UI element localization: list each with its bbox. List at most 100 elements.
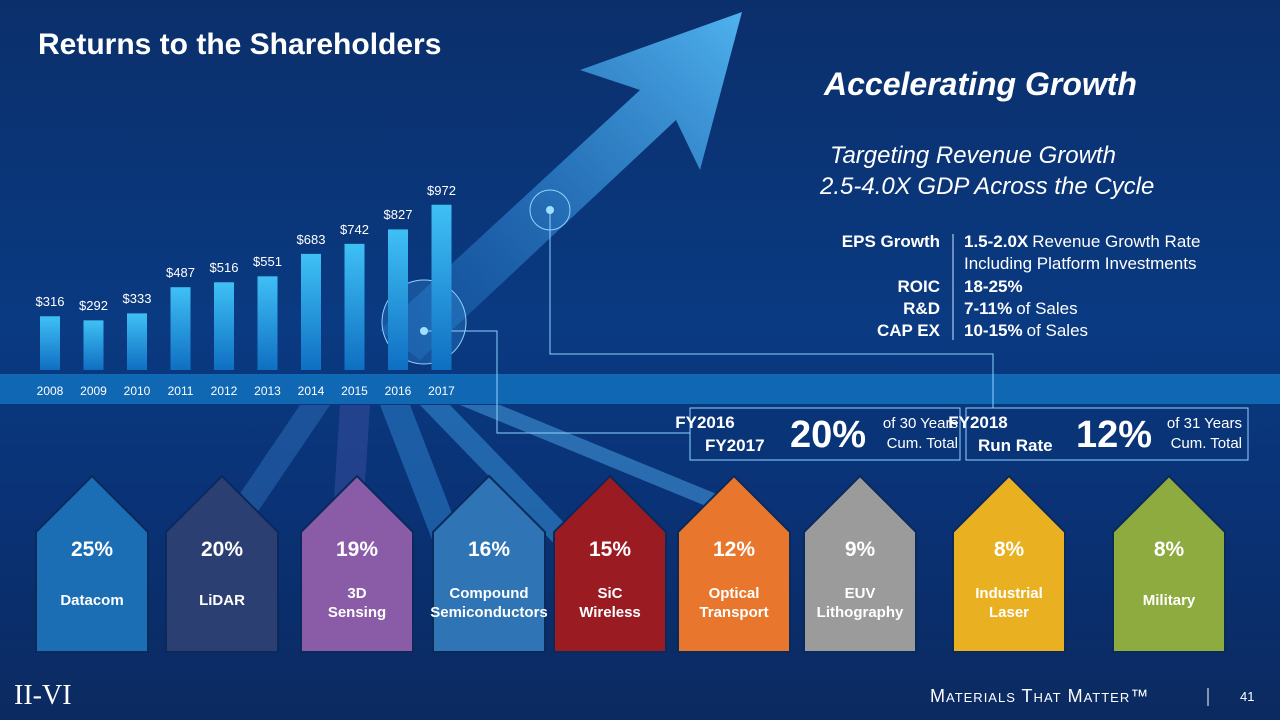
stat-box xyxy=(689,407,961,461)
metric-label: CAP EX xyxy=(877,321,940,340)
segment-name: Datacom xyxy=(60,592,124,609)
segment-percent: 16% xyxy=(467,538,511,561)
stat-note: Cum. Total xyxy=(886,435,958,452)
x-tick-label: 2015 xyxy=(341,384,368,398)
x-tick-label: 2012 xyxy=(210,384,238,398)
segment-name: Lithography xyxy=(816,604,904,621)
period: FY2016 xyxy=(675,413,735,432)
segment-name: Sensing xyxy=(327,604,387,621)
slide-title: Returns to the Shareholders xyxy=(38,28,442,61)
period: FY2018 xyxy=(948,413,1008,432)
segment-shape xyxy=(803,474,917,653)
bar xyxy=(127,313,147,370)
segment-shape xyxy=(35,474,149,653)
stat-box xyxy=(965,407,1249,461)
metric-value: 18-25% xyxy=(964,277,1023,296)
x-tick-label: 2013 xyxy=(254,384,281,398)
stat-note: Cum. Total xyxy=(1170,435,1242,452)
stat-note: of 31 Years xyxy=(1166,415,1242,432)
segment-shape xyxy=(553,474,667,653)
x-tick-label: 2014 xyxy=(297,384,325,398)
metric-text: of Sales xyxy=(1016,299,1078,318)
segment-percent: 25% xyxy=(70,538,114,561)
segment-name: Compound xyxy=(449,585,529,602)
value-label: $516 xyxy=(209,260,239,276)
marker-dot xyxy=(420,327,428,335)
tagline: Materials That Matter™ xyxy=(930,686,1150,706)
x-tick-label: 2009 xyxy=(80,384,107,398)
stat-value: 20% xyxy=(790,414,867,456)
bar xyxy=(344,243,365,370)
segment-shape xyxy=(300,474,414,653)
metric-label: R&D xyxy=(903,299,940,318)
value-label: $292 xyxy=(79,298,108,314)
bar xyxy=(83,320,104,370)
x-tick-label: 2017 xyxy=(428,384,455,398)
segment-shape xyxy=(432,474,546,653)
metric-label: EPS Growth xyxy=(841,232,940,251)
segment-name: Industrial xyxy=(975,585,1043,602)
subheading: 2.5-4.0X GDP Across the Cycle xyxy=(820,173,1155,200)
metric-text: of Sales xyxy=(1026,321,1089,340)
metric-value: 7-11% xyxy=(964,299,1013,318)
period: FY2017 xyxy=(705,436,765,455)
connector xyxy=(549,214,994,408)
segment-percent: 12% xyxy=(712,538,756,561)
bar xyxy=(431,204,452,370)
segment-shape xyxy=(952,474,1066,653)
segment-name: EUV xyxy=(844,585,876,602)
segment-name: SiC xyxy=(597,585,623,602)
band xyxy=(0,374,1280,404)
segment-shape xyxy=(677,474,791,653)
value-label: $487 xyxy=(166,265,195,281)
connector xyxy=(428,330,690,434)
segment-name: Laser xyxy=(988,604,1030,621)
value-label: $972 xyxy=(427,182,456,198)
segment-name: Wireless xyxy=(579,604,641,621)
segment-shape xyxy=(165,474,279,653)
segment-name: LiDAR xyxy=(199,592,245,609)
value-label: $551 xyxy=(253,254,282,270)
metric-label: ROIC xyxy=(897,277,941,296)
segment-shape xyxy=(1112,474,1226,653)
metric-note: Including Platform Investments xyxy=(964,254,1197,273)
stat-note: of 30 Years xyxy=(882,415,958,432)
metric-text: Revenue Growth Rate xyxy=(1032,232,1201,251)
bar xyxy=(40,316,60,370)
segment-name: Optical xyxy=(708,585,760,602)
x-tick-label: 2010 xyxy=(123,384,151,398)
subheading: Targeting Revenue Growth xyxy=(830,142,1116,169)
x-tick-label: 2008 xyxy=(36,384,64,398)
logo: II-VI xyxy=(14,680,72,711)
page-number: 41 xyxy=(1240,689,1255,704)
segment-name: Semiconductors xyxy=(430,604,548,621)
metric-value: 10-15% xyxy=(964,321,1023,340)
segment-percent: 15% xyxy=(588,538,632,561)
value-label: $742 xyxy=(340,221,369,237)
period: Run Rate xyxy=(978,436,1053,455)
value-label: $827 xyxy=(383,207,413,223)
value-label: $683 xyxy=(296,231,326,247)
segment-percent: 8% xyxy=(993,538,1025,561)
value-label: $333 xyxy=(122,291,152,307)
segment-name: 3D xyxy=(347,585,367,602)
x-tick-label: 2011 xyxy=(167,384,194,398)
bar xyxy=(214,282,234,370)
growth-arrow xyxy=(380,12,742,360)
segment-name: Transport xyxy=(699,604,769,621)
segment-percent: 19% xyxy=(335,538,379,561)
segment-percent: 9% xyxy=(844,538,876,561)
segment-percent: 8% xyxy=(1153,538,1185,561)
bar xyxy=(301,253,321,370)
heading: Accelerating Growth xyxy=(824,66,1137,102)
bar xyxy=(257,276,278,370)
segment-name: Military xyxy=(1142,592,1196,609)
segment-percent: 20% xyxy=(200,538,244,561)
bar xyxy=(170,287,191,370)
value-label: $316 xyxy=(35,294,65,310)
x-tick-label: 2016 xyxy=(384,384,412,398)
stat-value: 12% xyxy=(1076,414,1153,456)
marker-dot xyxy=(546,206,554,214)
